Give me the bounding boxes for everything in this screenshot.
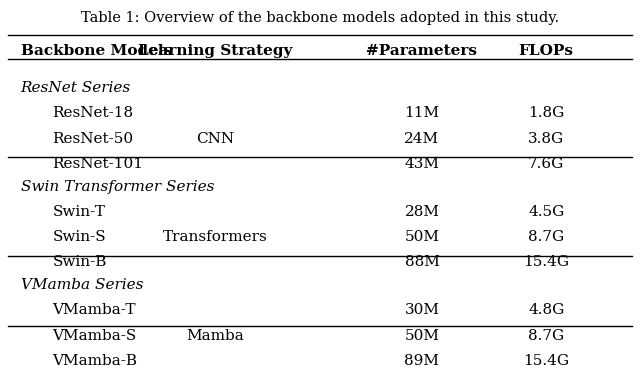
Text: 4.8G: 4.8G — [528, 303, 564, 317]
Text: 8.7G: 8.7G — [528, 230, 564, 244]
Text: 1.8G: 1.8G — [528, 107, 564, 120]
Text: FLOPs: FLOPs — [518, 45, 573, 59]
Text: 50M: 50M — [404, 329, 440, 343]
Text: Backbone Models: Backbone Models — [20, 45, 172, 59]
Text: #Parameters: #Parameters — [367, 45, 477, 59]
Text: 3.8G: 3.8G — [528, 132, 564, 146]
Text: VMamba-T: VMamba-T — [52, 303, 136, 317]
Text: Table 1: Overview of the backbone models adopted in this study.: Table 1: Overview of the backbone models… — [81, 11, 559, 25]
Text: Learning Strategy: Learning Strategy — [138, 45, 292, 59]
Text: Swin-T: Swin-T — [52, 205, 105, 219]
Text: Transformers: Transformers — [163, 230, 268, 244]
Text: 15.4G: 15.4G — [523, 354, 569, 366]
Text: CNN: CNN — [196, 132, 234, 146]
Text: 4.5G: 4.5G — [528, 205, 564, 219]
Text: VMamba-B: VMamba-B — [52, 354, 138, 366]
Text: 11M: 11M — [404, 107, 440, 120]
Text: VMamba-S: VMamba-S — [52, 329, 136, 343]
Text: Swin-B: Swin-B — [52, 255, 107, 269]
Text: 50M: 50M — [404, 230, 440, 244]
Text: 88M: 88M — [404, 255, 440, 269]
Text: Swin-S: Swin-S — [52, 230, 106, 244]
Text: 43M: 43M — [404, 157, 440, 171]
Text: ResNet-101: ResNet-101 — [52, 157, 143, 171]
Text: ResNet Series: ResNet Series — [20, 81, 131, 95]
Text: 89M: 89M — [404, 354, 440, 366]
Text: 8.7G: 8.7G — [528, 329, 564, 343]
Text: Swin Transformer Series: Swin Transformer Series — [20, 180, 214, 194]
Text: 28M: 28M — [404, 205, 440, 219]
Text: Mamba: Mamba — [186, 329, 244, 343]
Text: ResNet-18: ResNet-18 — [52, 107, 134, 120]
Text: 30M: 30M — [404, 303, 440, 317]
Text: 24M: 24M — [404, 132, 440, 146]
Text: 15.4G: 15.4G — [523, 255, 569, 269]
Text: 7.6G: 7.6G — [528, 157, 564, 171]
Text: ResNet-50: ResNet-50 — [52, 132, 134, 146]
Text: VMamba Series: VMamba Series — [20, 278, 143, 292]
